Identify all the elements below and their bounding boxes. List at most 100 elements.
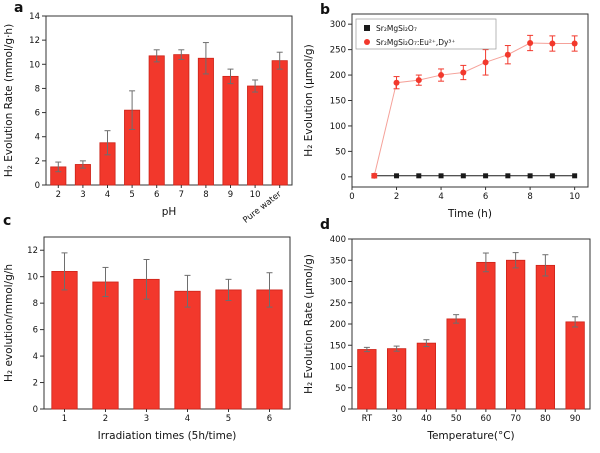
bar-60 [476, 261, 496, 410]
data-point-square [505, 173, 511, 179]
bar-4 [174, 290, 201, 410]
tick-label: 6 [483, 192, 488, 202]
data-point-square [460, 173, 466, 179]
tick-label: 0 [349, 192, 354, 202]
tick-label: 0 [341, 405, 346, 415]
legend-label: Sr₂MgSi₂O₇ [376, 24, 417, 33]
tick-label: 3 [144, 414, 149, 424]
bar-80 [535, 264, 555, 410]
tick-label: 250 [330, 299, 346, 309]
tick-label: 6 [267, 414, 272, 424]
tick-label: 0 [33, 405, 38, 415]
data-point-circle [504, 51, 511, 58]
tick-label: 2 [56, 190, 61, 200]
tick-label: 100 [330, 122, 346, 132]
bar-5 [215, 289, 242, 410]
data-point-circle [482, 59, 489, 66]
tick-label: 10 [29, 60, 40, 70]
tick-label: 10 [569, 192, 580, 202]
tick-label: 2 [394, 192, 399, 202]
bar-7 [173, 54, 190, 186]
y-axis-label: H₂ Evolution Rate (μmol/g) [303, 254, 315, 394]
tick-label: 6 [35, 109, 40, 119]
legend-marker-circle [364, 39, 370, 45]
tick-label: 70 [510, 414, 521, 424]
data-point-circle [393, 79, 400, 86]
data-point-square [416, 173, 422, 179]
tick-label: 50 [335, 147, 346, 157]
plot-border [45, 15, 293, 186]
tick-label: Pure water [241, 189, 284, 225]
tick-label: 80 [540, 414, 551, 424]
data-point-square [483, 173, 489, 179]
tick-label: 150 [330, 97, 346, 107]
series-line [373, 42, 575, 176]
data-point-circle [438, 72, 445, 79]
tick-label: RT [362, 414, 373, 424]
panel-label-b: b [320, 2, 331, 18]
tick-label: 4 [438, 192, 443, 202]
bar-9 [222, 75, 239, 186]
tick-label: 10 [27, 273, 38, 283]
x-axis-label: Irradiation times (5h/time) [98, 430, 237, 442]
data-point-square [549, 173, 555, 179]
panel-label-c: c [3, 213, 12, 229]
tick-label: 5 [226, 414, 231, 424]
tick-label: 4 [35, 133, 40, 143]
data-point-circle [571, 40, 578, 47]
panel-a: 0 2 4 6 8 10 12 14 H₂ Evolution Rate (mmol/g·h) p… [0, 0, 300, 227]
tick-label: 300 [330, 278, 346, 288]
tick-label: 2 [103, 414, 108, 424]
tick-label: 50 [451, 414, 462, 424]
data-point-circle [460, 69, 467, 76]
chart-a: 0 2 4 6 8 10 12 14 H₂ Evolution Rate (mmol/g·h) p… [3, 12, 293, 226]
tick-label: 40 [421, 414, 432, 424]
legend-box [355, 18, 497, 50]
tick-label: 6 [154, 190, 159, 200]
tick-label: 10 [250, 190, 261, 200]
bar-2 [92, 281, 119, 410]
tick-label: 0 [35, 181, 40, 191]
x-axis-label: Temperature(°C) [426, 430, 514, 442]
tick-label: 60 [480, 414, 491, 424]
bar-RT [357, 349, 377, 410]
bar-30 [387, 348, 407, 410]
data-point-square [438, 173, 444, 179]
legend-label: Sr₂MgSi₂O₇:Eu²⁺,Dy³⁺ [376, 38, 455, 47]
bar-3 [133, 278, 160, 410]
tick-label: 150 [330, 341, 346, 351]
x-axis-label: pH [162, 206, 177, 218]
bar-6 [148, 55, 165, 186]
tick-label: 12 [29, 36, 40, 46]
y-axis-label: H₂ Evolution (μmol/g) [303, 44, 315, 156]
tick-label: 90 [570, 414, 581, 424]
tick-label: 1 [62, 414, 67, 424]
data-point-circle [549, 40, 556, 47]
tick-label: 2 [33, 379, 38, 389]
tick-label: 200 [330, 320, 346, 330]
tick-label: 14 [29, 12, 40, 22]
x-axis-label: Time (h) [447, 208, 492, 220]
tick-label: 4 [185, 414, 190, 424]
data-point-square [394, 173, 400, 179]
tick-label: 9 [228, 190, 233, 200]
tick-label: 300 [330, 20, 346, 30]
bar-Pure water [271, 60, 288, 186]
tick-label: 8 [33, 299, 38, 309]
chart-d: 0 50 100 150 200 250 300 350 400 H₂ Evolution Rat… [303, 235, 591, 442]
bar-90 [565, 321, 585, 410]
tick-label: 400 [330, 235, 346, 245]
data-point-circle [415, 77, 422, 84]
plot-border [43, 236, 291, 410]
legend-marker-square [364, 25, 370, 31]
tick-label: 6 [33, 326, 38, 336]
panel-label-a: a [14, 0, 24, 16]
tick-label: 200 [330, 71, 346, 81]
tick-label: 8 [203, 190, 208, 200]
y-axis-label: H₂ evolution/mmol/g/h [3, 264, 15, 382]
tick-label: 50 [335, 384, 346, 394]
tick-label: 8 [527, 192, 532, 202]
tick-label: 12 [27, 246, 38, 256]
bar-70 [506, 259, 526, 410]
